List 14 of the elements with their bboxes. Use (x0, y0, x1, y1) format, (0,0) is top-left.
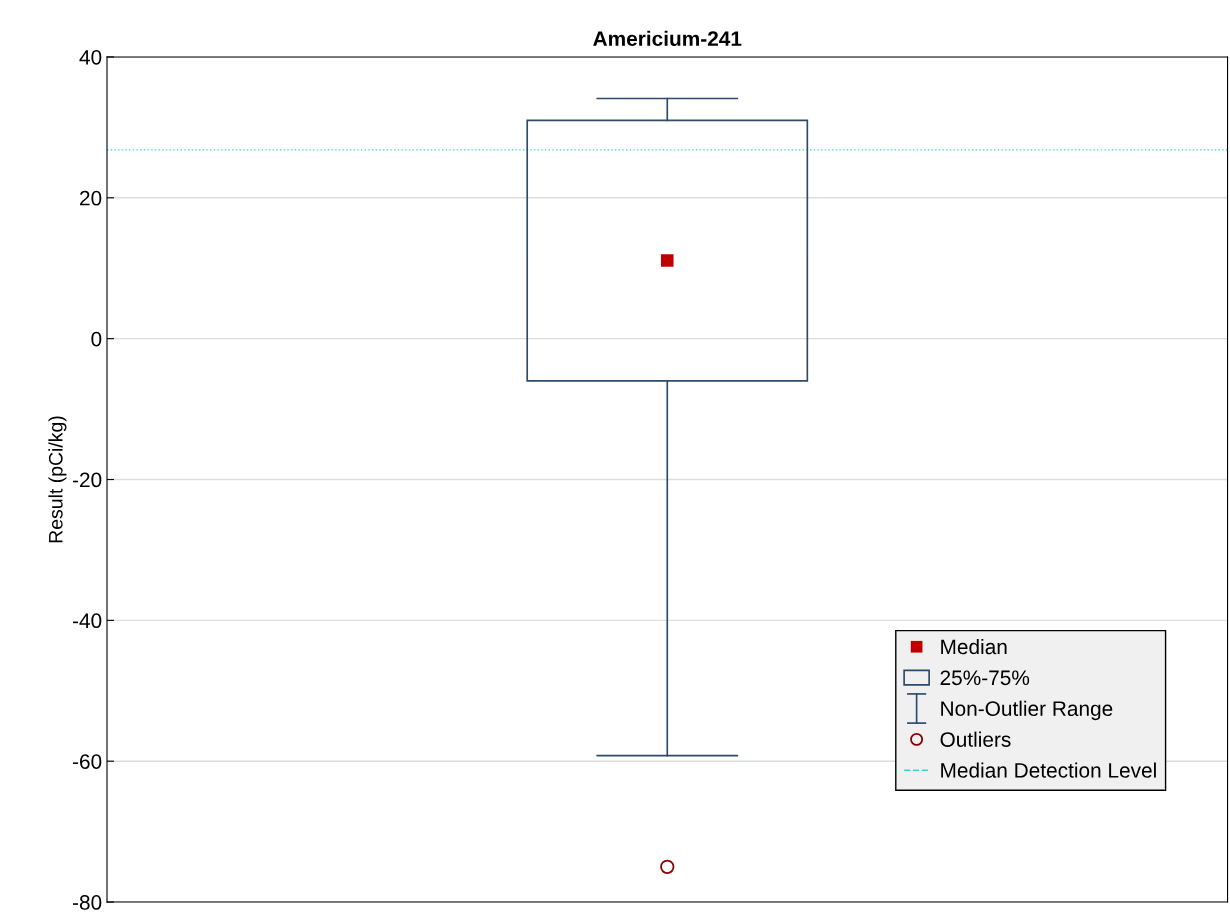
legend-label: Median Detection Level (941, 762, 1156, 778)
chart-title: Americium-241 (593, 30, 742, 47)
y-tick-label: -80 (72, 895, 102, 910)
y-axis-title: Result (pCi/kg) (48, 416, 67, 543)
annotation: Non-Outlier Range (941, 700, 1113, 721)
y-tick-label: -40 (72, 613, 102, 629)
y-tick-label: 40 (79, 49, 102, 65)
y-tick-label: -60 (72, 754, 102, 769)
legend-label: Outliers (940, 731, 1011, 747)
y-tick-label: -20 (72, 472, 102, 488)
legend-label: 25%-75% (940, 670, 1030, 686)
y-tick-label: 0 (91, 331, 102, 347)
annotation: Median (941, 638, 1007, 655)
y-tick-label: 20 (80, 190, 102, 206)
